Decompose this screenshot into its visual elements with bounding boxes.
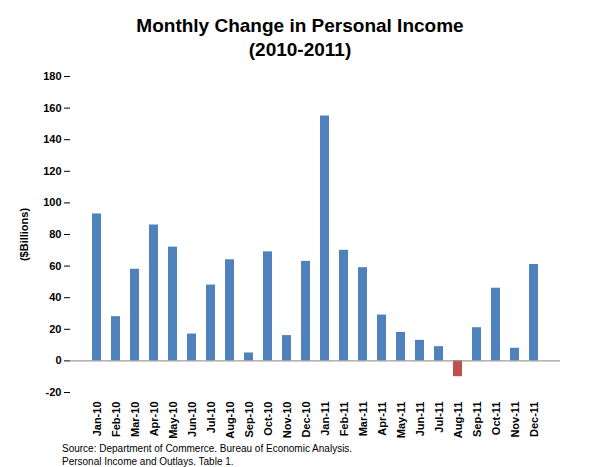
- svg-text:Aug-11: Aug-11: [452, 402, 464, 439]
- html-text:(2010-2011): (2010-2011): [248, 39, 352, 60]
- svg-text:Jul-10: Jul-10: [205, 402, 217, 434]
- svg-text:Dec-10: Dec-10: [300, 402, 312, 438]
- svg-text:Jan-10: Jan-10: [91, 402, 103, 437]
- svg-text:Sep-11: Sep-11: [471, 402, 483, 437]
- svg-text:80: 80: [49, 228, 61, 240]
- html-text:Monthly Change in Personal Inc: Monthly Change in Personal Income: [136, 15, 464, 36]
- svg-text:Sep-10: Sep-10: [243, 402, 255, 438]
- svg-text:Dec-11: Dec-11: [528, 402, 540, 437]
- svg-text:Jun-10: Jun-10: [186, 402, 198, 437]
- svg-text:0: 0: [55, 354, 61, 366]
- svg-text:40: 40: [49, 291, 61, 303]
- html-text:Personal Income and Outlays. T: Personal Income and Outlays. Table 1.: [62, 456, 234, 467]
- svg-text:Apr-11: Apr-11: [376, 402, 388, 436]
- html-text:Source: Department of Commerce: Source: Department of Commerce. Bureau o…: [62, 443, 353, 454]
- svg-text:20: 20: [49, 323, 61, 335]
- svg-text:Apr-10: Apr-10: [148, 402, 160, 437]
- svg-text:Oct-10: Oct-10: [262, 402, 274, 436]
- svg-text:140: 140: [43, 133, 61, 145]
- svg-text:Nov-10: Nov-10: [281, 402, 293, 439]
- svg-text:Feb-10: Feb-10: [110, 402, 122, 437]
- svg-text:Mar-11: Mar-11: [357, 402, 369, 437]
- svg-text:160: 160: [43, 102, 61, 114]
- svg-text:Mar-10: Mar-10: [129, 402, 141, 437]
- svg-text:Aug-10: Aug-10: [224, 402, 236, 439]
- svg-text:Jun-11: Jun-11: [414, 402, 426, 437]
- svg-text:Nov-11: Nov-11: [509, 402, 521, 438]
- svg-text:60: 60: [49, 260, 61, 272]
- svg-text:May-11: May-11: [395, 402, 407, 439]
- svg-text:May-10: May-10: [167, 402, 179, 439]
- svg-text:Feb-11: Feb-11: [338, 402, 350, 437]
- svg-text:180: 180: [43, 70, 61, 82]
- svg-text:Jul-11: Jul-11: [433, 402, 445, 433]
- svg-text:Jan-11: Jan-11: [319, 402, 331, 436]
- svg-text:Oct-11: Oct-11: [490, 402, 502, 436]
- svg-text:100: 100: [43, 196, 61, 208]
- svg-text:-20: -20: [46, 386, 62, 398]
- svg-text:($Billions): ($Billions): [18, 208, 30, 262]
- svg-text:120: 120: [43, 165, 61, 177]
